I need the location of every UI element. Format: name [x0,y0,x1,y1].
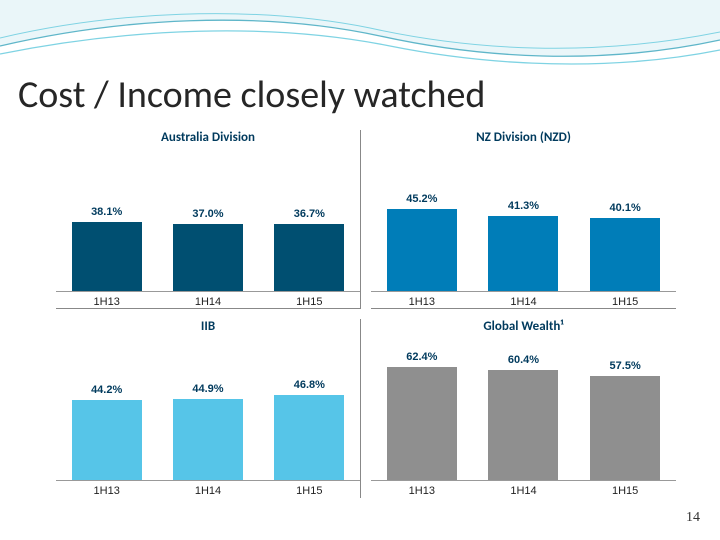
bar: 62.4% [375,351,470,480]
page-number: 14 [686,510,700,526]
bars-row: 44.2% 44.9% 46.8% [56,340,360,481]
bar: 46.8% [262,379,356,480]
bar: 45.2% [375,193,470,291]
bar-value-label: 60.4% [508,354,539,366]
bar-value-label: 46.8% [294,379,325,391]
x-category-label: 1H15 [262,296,356,308]
bar: 44.2% [60,384,154,480]
chart-panel: NZ Division (NZD) 45.2% 41.3% 40.1% 1H13 1H14… [371,130,676,309]
bar-rect [488,370,558,480]
wave-line-3 [0,14,720,49]
bar-rect [387,209,457,291]
panel-title: Australia Division [161,130,255,145]
bar-value-label: 40.1% [610,202,641,214]
wave-line-1 [0,20,720,56]
bar-value-label: 57.5% [610,360,641,372]
x-categories: 1H13 1H14 1H15 [56,485,360,497]
bar-rect [590,218,660,291]
chart-panel: Australia Division38.1%37.0%36.7%1H131H1… [56,130,361,309]
bar: 37.0% [161,208,255,291]
wave-fill [0,0,720,56]
x-category-label: 1H13 [60,296,154,308]
bar: 57.5% [578,360,673,480]
bar-rect [72,222,142,291]
slide-title: Cost / Income closely watched [18,72,485,118]
bar-rect [173,224,243,291]
bars-row: 62.4% 60.4% 57.5% [371,340,676,481]
bar-value-label: 62.4% [406,351,437,363]
x-categories: 1H13 1H14 1H15 [371,296,676,308]
x-category-label: 1H14 [476,485,571,497]
x-category-label: 1H13 [60,485,154,497]
bar: 40.1% [578,202,673,291]
bar: 44.9% [161,383,255,481]
chart-grid: Australia Division38.1%37.0%36.7%1H131H1… [56,130,676,498]
panel-title: NZ Division (NZD) [476,130,571,145]
panel-title: Global Wealth¹ [483,319,563,334]
chart-panel: IIB 44.2% 44.9% 46.8% 1H13 1H14 1H15 [56,319,361,498]
bar-value-label: 44.2% [91,384,122,396]
panel-title: IIB [201,319,215,334]
bar-rect [387,367,457,480]
bar-rect [590,376,660,480]
bar-value-label: 37.0% [192,208,223,220]
x-category-label: 1H15 [578,296,673,308]
bar: 36.7% [262,208,356,291]
bar-value-label: 38.1% [91,206,122,218]
bar: 41.3% [476,200,571,291]
x-category-label: 1H14 [476,296,571,308]
bar-rect [274,224,344,291]
x-categories: 1H13 1H14 1H15 [371,485,676,497]
x-categories: 1H13 1H14 1H15 [56,296,360,308]
bar-rect [488,216,558,291]
bar-value-label: 44.9% [192,383,223,395]
x-category-label: 1H13 [375,485,470,497]
bars-row: 38.1% 37.0% 36.7% [56,151,360,292]
bar-rect [274,395,344,480]
bar-rect [173,399,243,481]
bar-value-label: 45.2% [406,193,437,205]
bar: 60.4% [476,354,571,480]
bar-value-label: 41.3% [508,200,539,212]
x-category-label: 1H14 [161,296,255,308]
x-category-label: 1H13 [375,296,470,308]
x-category-label: 1H15 [262,485,356,497]
bar-value-label: 36.7% [294,208,325,220]
x-category-label: 1H15 [578,485,673,497]
bar: 38.1% [60,206,154,291]
chart-panel: Global Wealth¹62.4%60.4%57.5%1H131H141H1… [371,319,676,498]
wave-line-2 [0,31,720,64]
bars-row: 45.2% 41.3% 40.1% [371,151,676,292]
bar-rect [72,400,142,480]
x-category-label: 1H14 [161,485,255,497]
